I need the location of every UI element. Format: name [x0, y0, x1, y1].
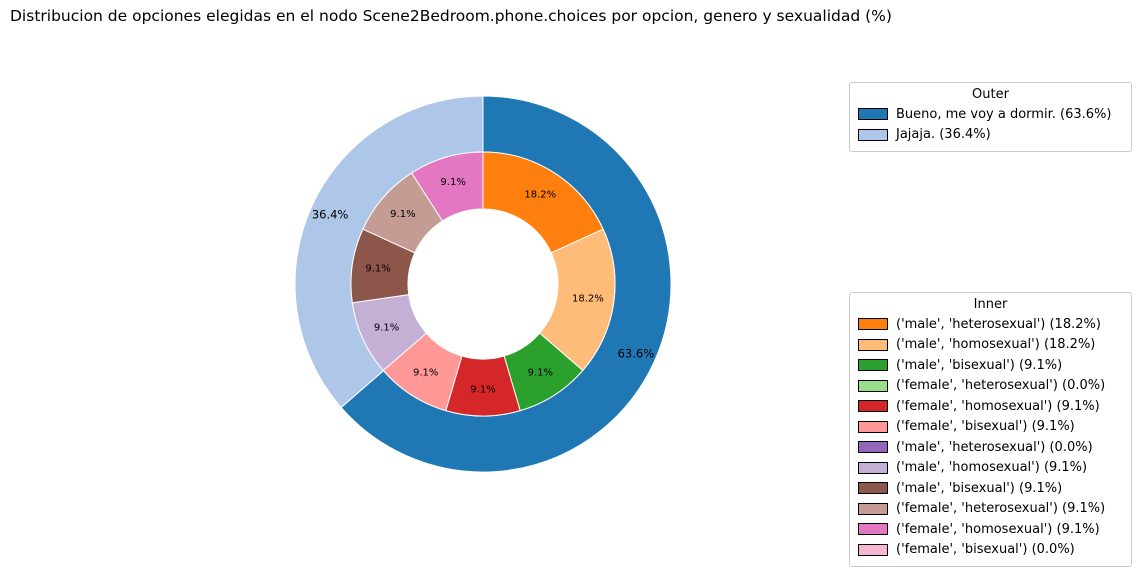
- inner-legend-label-8: ('male', 'bisexual') (9.1%): [896, 480, 1063, 496]
- outer-legend-item-1: Jajaja. (36.4%): [858, 125, 1123, 146]
- inner-legend-swatch-6: [858, 441, 888, 454]
- inner-legend-swatch-3: [858, 379, 888, 392]
- inner-legend-item-0: ('male', 'heterosexual') (18.2%): [858, 314, 1123, 335]
- inner-legend-item-9: ('female', 'heterosexual') (9.1%): [858, 499, 1123, 520]
- inner-legend-swatch-5: [858, 420, 888, 433]
- inner-legend-label-7: ('male', 'homosexual') (9.1%): [896, 460, 1088, 476]
- inner-legend-item-11: ('female', 'bisexual') (0.0%): [858, 540, 1123, 561]
- inner-legend-swatch-11: [858, 543, 888, 556]
- inner-slice-10: [410, 151, 484, 222]
- inner-legend-item-7: ('male', 'homosexual') (9.1%): [858, 458, 1123, 479]
- inner-legend-label-11: ('female', 'bisexual') (0.0%): [896, 542, 1075, 558]
- inner-slice-label-10: 9.1%: [440, 177, 465, 188]
- inner-slice-label-5: 9.1%: [413, 368, 438, 379]
- inner-slice-label-4: 9.1%: [470, 385, 495, 396]
- outer-legend-swatch-1: [858, 128, 888, 141]
- legend-inner-rows: ('male', 'heterosexual') (18.2%) ('male',…: [858, 314, 1123, 560]
- inner-legend-swatch-0: [858, 318, 888, 331]
- inner-slice-label-0: 18.2%: [524, 189, 556, 200]
- legend-inner-title: Inner: [973, 297, 1008, 312]
- inner-legend-swatch-1: [858, 338, 888, 351]
- outer-legend-swatch-0: [858, 108, 888, 121]
- inner-legend-label-10: ('female', 'homosexual') (9.1%): [896, 521, 1100, 537]
- legend-outer: Outer Bueno, me voy a dormir. (63.6%) Jaj…: [849, 82, 1132, 152]
- inner-legend-item-2: ('male', 'bisexual') (9.1%): [858, 355, 1123, 376]
- inner-legend-item-4: ('female', 'homosexual') (9.1%): [858, 396, 1123, 417]
- chart-title: Distribucion de opciones elegidas en el …: [10, 7, 892, 25]
- legend-outer-rows: Bueno, me voy a dormir. (63.6%) Jajaja. (…: [858, 104, 1123, 145]
- outer-slice-label-0: 63.6%: [618, 347, 655, 361]
- inner-legend-swatch-10: [858, 523, 888, 536]
- inner-legend-swatch-9: [858, 502, 888, 515]
- inner-legend-item-1: ('male', 'homosexual') (18.2%): [858, 335, 1123, 356]
- legend-inner: Inner ('male', 'heterosexual') (18.2%) ('…: [849, 292, 1132, 567]
- inner-legend-label-2: ('male', 'bisexual') (9.1%): [896, 357, 1063, 373]
- inner-slice-label-2: 9.1%: [528, 368, 553, 379]
- inner-legend-label-9: ('female', 'heterosexual') (9.1%): [896, 501, 1106, 517]
- inner-legend-label-6: ('male', 'heterosexual') (0.0%): [896, 439, 1093, 455]
- inner-legend-label-1: ('male', 'homosexual') (18.2%): [896, 337, 1096, 353]
- inner-legend-label-0: ('male', 'heterosexual') (18.2%): [896, 316, 1101, 332]
- inner-legend-item-10: ('female', 'homosexual') (9.1%): [858, 519, 1123, 540]
- inner-slice-label-8: 9.1%: [365, 263, 390, 274]
- outer-legend-item-0: Bueno, me voy a dormir. (63.6%): [858, 104, 1123, 125]
- inner-legend-swatch-4: [858, 400, 888, 413]
- inner-slice-label-7: 9.1%: [374, 323, 399, 334]
- outer-legend-label-1: Jajaja. (36.4%): [896, 127, 991, 143]
- inner-legend-swatch-2: [858, 359, 888, 372]
- inner-legend-item-5: ('female', 'bisexual') (9.1%): [858, 417, 1123, 438]
- outer-slice-label-1: 36.4%: [312, 207, 349, 221]
- inner-legend-label-3: ('female', 'heterosexual') (0.0%): [896, 378, 1106, 394]
- inner-slice-label-1: 18.2%: [572, 294, 604, 305]
- inner-legend-item-8: ('male', 'bisexual') (9.1%): [858, 478, 1123, 499]
- legend-outer-title: Outer: [972, 87, 1009, 102]
- outer-legend-label-0: Bueno, me voy a dormir. (63.6%): [896, 106, 1112, 122]
- inner-legend-label-4: ('female', 'homosexual') (9.1%): [896, 398, 1100, 414]
- inner-legend-swatch-7: [858, 461, 888, 474]
- inner-slice-label-9: 9.1%: [390, 209, 415, 220]
- inner-legend-swatch-8: [858, 482, 888, 495]
- inner-legend-item-3: ('female', 'heterosexual') (0.0%): [858, 376, 1123, 397]
- inner-legend-label-5: ('female', 'bisexual') (9.1%): [896, 419, 1075, 435]
- inner-legend-item-6: ('male', 'heterosexual') (0.0%): [858, 437, 1123, 458]
